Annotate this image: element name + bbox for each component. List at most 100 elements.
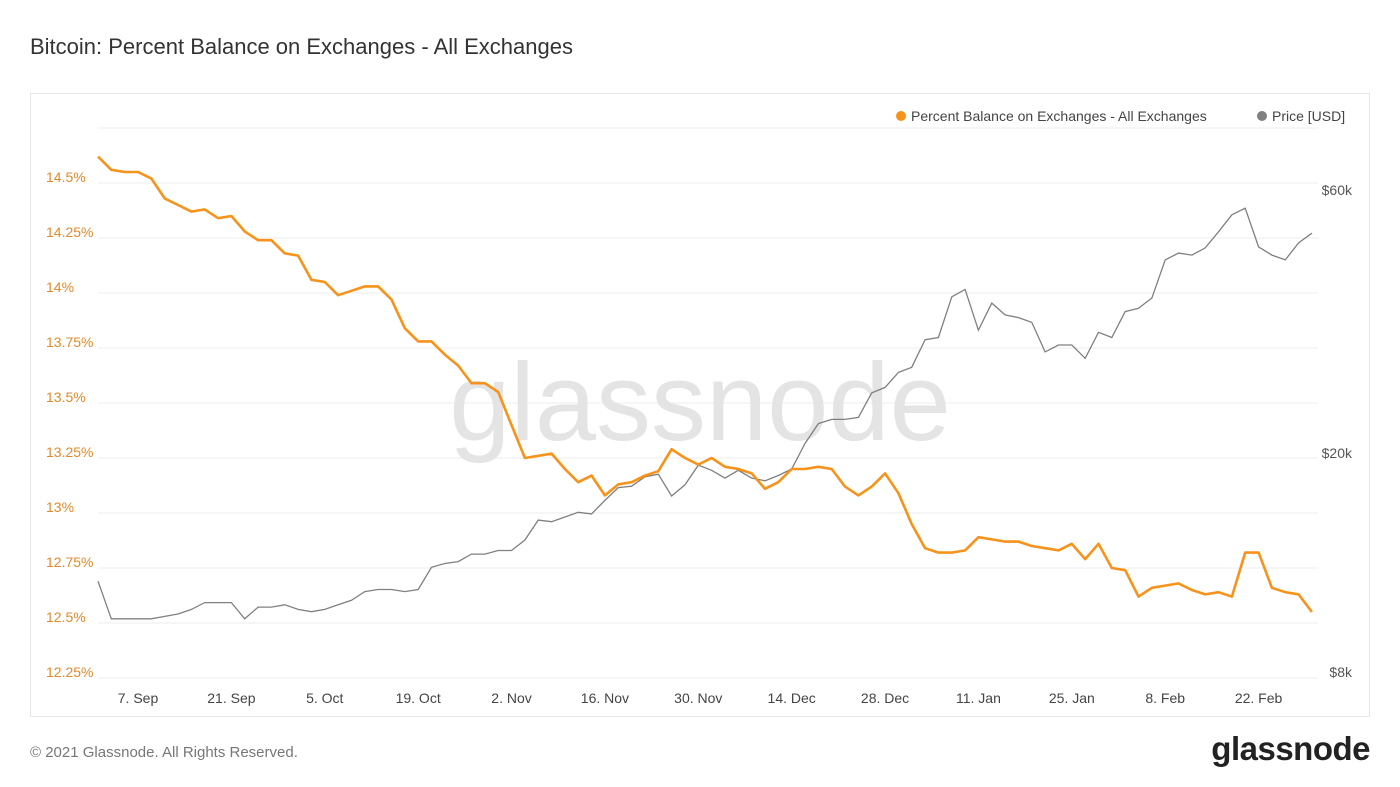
- data-point-price: [630, 484, 634, 488]
- data-point-percent-balance: [1097, 542, 1101, 546]
- right-axis: $60k $20k $8k: [1322, 182, 1353, 680]
- data-point-price: [403, 590, 407, 594]
- data-point-percent-balance: [349, 289, 353, 293]
- chart-frame: [30, 93, 1370, 717]
- data-point-percent-balance: [296, 254, 300, 258]
- y-right-tick-label: $60k: [1322, 182, 1353, 198]
- data-point-percent-balance: [1016, 540, 1020, 544]
- data-point-percent-balance: [470, 381, 474, 385]
- data-point-percent-balance: [776, 480, 780, 484]
- data-point-price: [296, 607, 300, 611]
- data-point-percent-balance: [376, 284, 380, 288]
- data-point-percent-balance: [203, 207, 207, 211]
- data-point-percent-balance: [923, 546, 927, 550]
- data-point-percent-balance: [976, 535, 980, 539]
- data-point-price: [1230, 213, 1234, 217]
- data-point-price: [1150, 296, 1154, 300]
- data-point-price: [136, 617, 140, 621]
- x-axis: 7. Sep 21. Sep 5. Oct 19. Oct 2. Nov 16. Nov 3…: [118, 690, 1283, 706]
- data-point-percent-balance: [416, 339, 420, 343]
- legend-marker-percent-balance: [896, 111, 906, 121]
- data-point-percent-balance: [1083, 557, 1087, 561]
- data-point-percent-balance: [630, 480, 634, 484]
- data-point-percent-balance: [96, 155, 100, 159]
- data-point-percent-balance: [176, 203, 180, 207]
- data-point-percent-balance: [1257, 551, 1261, 555]
- data-point-price: [203, 601, 207, 605]
- x-tick-label: 8. Feb: [1145, 690, 1185, 706]
- x-tick-label: 21. Sep: [207, 690, 255, 706]
- data-point-percent-balance: [830, 467, 834, 471]
- data-point-percent-balance: [456, 364, 460, 368]
- data-point-percent-balance: [990, 537, 994, 541]
- data-point-percent-balance: [750, 471, 754, 475]
- data-point-percent-balance: [1003, 540, 1007, 544]
- data-point-percent-balance: [910, 522, 914, 526]
- data-point-percent-balance: [256, 238, 260, 242]
- x-tick-label: 14. Dec: [768, 690, 816, 706]
- data-point-price: [256, 605, 260, 609]
- data-point-percent-balance: [1030, 544, 1034, 548]
- data-point-price: [696, 463, 700, 467]
- data-point-price: [1097, 330, 1101, 334]
- data-point-price: [389, 588, 393, 592]
- data-point-price: [1070, 343, 1074, 347]
- data-point-price: [309, 610, 313, 614]
- data-point-price: [349, 598, 353, 602]
- data-point-price: [443, 561, 447, 565]
- x-tick-label: 16. Nov: [581, 690, 629, 706]
- data-point-price: [1083, 356, 1087, 360]
- data-point-percent-balance: [1217, 590, 1221, 594]
- data-point-price: [963, 287, 967, 291]
- data-point-price: [856, 415, 860, 419]
- x-tick-label: 7. Sep: [118, 690, 159, 706]
- data-point-price: [776, 473, 780, 477]
- data-point-price: [763, 479, 767, 483]
- data-point-percent-balance: [963, 548, 967, 552]
- data-point-percent-balance: [336, 293, 340, 297]
- x-tick-label: 22. Feb: [1235, 690, 1283, 706]
- data-point-percent-balance: [309, 278, 313, 282]
- data-point-percent-balance: [1056, 548, 1060, 552]
- data-point-price: [176, 612, 180, 616]
- data-point-percent-balance: [1243, 551, 1247, 555]
- data-point-percent-balance: [1310, 610, 1314, 614]
- data-point-price: [96, 579, 100, 583]
- x-tick-label: 25. Jan: [1049, 690, 1095, 706]
- data-point-price: [576, 510, 580, 514]
- data-point-price: [643, 475, 647, 479]
- data-point-price: [243, 617, 247, 621]
- data-point-percent-balance: [1043, 546, 1047, 550]
- data-point-percent-balance: [163, 196, 167, 200]
- data-point-percent-balance: [136, 170, 140, 174]
- data-point-percent-balance: [723, 465, 727, 469]
- legend-item-price[interactable]: Price [USD]: [1257, 108, 1345, 124]
- data-point-percent-balance: [483, 381, 487, 385]
- data-point-percent-balance: [323, 280, 327, 284]
- data-point-percent-balance: [1203, 592, 1207, 596]
- legend-item-percent-balance[interactable]: Percent Balance on Exchanges - All Excha…: [896, 108, 1207, 124]
- data-point-percent-balance: [510, 423, 514, 427]
- data-point-percent-balance: [123, 170, 127, 174]
- data-point-price: [496, 549, 500, 553]
- data-point-percent-balance: [950, 551, 954, 555]
- y-left-tick-label: 12.25%: [46, 664, 93, 680]
- x-tick-label: 11. Jan: [956, 690, 1001, 706]
- data-point-percent-balance: [843, 485, 847, 489]
- data-point-percent-balance: [363, 284, 367, 288]
- data-point-percent-balance: [576, 480, 580, 484]
- data-point-percent-balance: [283, 251, 287, 255]
- copyright-text: © 2021 Glassnode. All Rights Reserved.: [30, 744, 298, 761]
- y-left-tick-label: 14%: [46, 279, 74, 295]
- data-point-percent-balance: [389, 298, 393, 302]
- data-point-price: [1257, 245, 1261, 249]
- data-point-price: [510, 549, 514, 553]
- data-point-percent-balance: [896, 491, 900, 495]
- data-point-price: [1297, 241, 1301, 245]
- data-point-price: [123, 617, 127, 621]
- data-point-price: [1203, 246, 1207, 250]
- data-point-percent-balance: [1123, 568, 1127, 572]
- data-point-percent-balance: [189, 210, 193, 214]
- data-point-percent-balance: [443, 353, 447, 357]
- data-point-price: [843, 417, 847, 421]
